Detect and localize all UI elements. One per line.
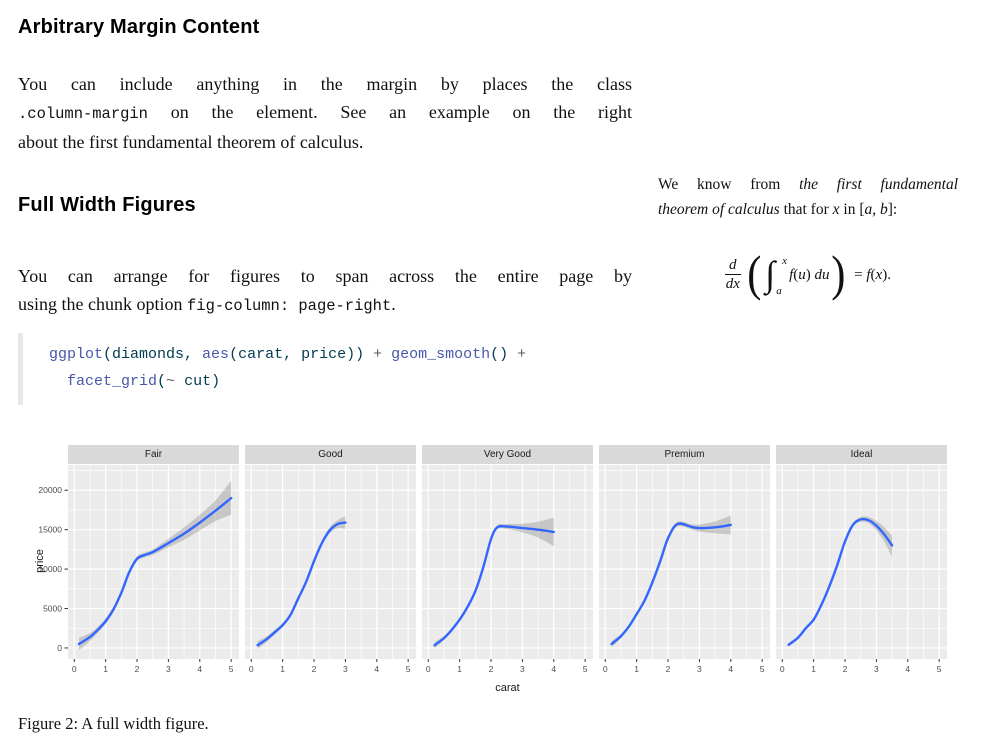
facet-strip-label: Very Good — [422, 445, 593, 464]
integral-lower-limit: a — [776, 284, 782, 297]
integral-sign-icon: ∫ — [765, 253, 776, 294]
svg-text:2: 2 — [666, 664, 671, 674]
facet-plot: 0 1 2 3 4 5 — [776, 465, 947, 674]
svg-text:2: 2 — [135, 664, 140, 674]
svg-text:1: 1 — [103, 664, 108, 674]
facet-panel-very-good: Very Good 0 1 2 3 4 5 — [422, 445, 593, 682]
svg-text:5: 5 — [937, 664, 942, 674]
facet-plot: 0 1 2 3 4 5 — [245, 465, 416, 674]
paragraph-margin-content: You can include anything in the margin b… — [18, 74, 632, 152]
svg-text:0: 0 — [57, 643, 62, 653]
code-line: ggplot(diamonds, aes(carat, price)) + ge… — [49, 346, 527, 363]
svg-text:20000: 20000 — [38, 485, 62, 495]
svg-text:1: 1 — [634, 664, 639, 674]
svg-text:2: 2 — [843, 664, 848, 674]
margin-note-calculus: We know from the first fundamental theore… — [658, 172, 958, 306]
svg-text:1: 1 — [811, 664, 816, 674]
figure-caption: Figure 2: A full width figure. — [18, 714, 209, 733]
svg-text:0: 0 — [72, 664, 77, 674]
facet-panel-good: Good 0 1 2 3 4 5 — [245, 445, 416, 682]
svg-text:0: 0 — [603, 664, 608, 674]
section-heading-full-width-figures: Full Width Figures — [18, 194, 196, 216]
svg-text:15000: 15000 — [38, 525, 62, 535]
confidence-ribbon — [79, 480, 232, 651]
svg-text:3: 3 — [874, 664, 879, 674]
integral-upper-limit: x — [782, 254, 788, 267]
svg-text:1: 1 — [457, 664, 462, 674]
x-axis-title: carat — [495, 682, 520, 694]
svg-text:0: 0 — [249, 664, 254, 674]
facet-strip-label: Premium — [599, 445, 770, 464]
svg-text:3: 3 — [343, 664, 348, 674]
paragraph-full-width-figures: You can arrange for figures to span acro… — [18, 266, 632, 315]
svg-text:4: 4 — [728, 664, 733, 674]
formula-rhs: = f(x). — [854, 266, 891, 283]
facet-panel-fair: Fair 0 1 2 3 4 5 — [68, 445, 239, 682]
facet-chart: 0 5000 10000 15000 20000 Fair 0 1 2 3 4 5 Good 0 1 2 3 4 5… — [25, 445, 955, 682]
svg-text:5000: 5000 — [43, 604, 62, 614]
svg-text:4: 4 — [374, 664, 379, 674]
smooth-line — [77, 496, 233, 646]
svg-text:2: 2 — [312, 664, 317, 674]
svg-text:10000: 10000 — [38, 564, 62, 574]
right-paren: ) — [831, 244, 846, 301]
svg-text:4: 4 — [551, 664, 556, 674]
section-heading-arbitrary-margin-content: Arbitrary Margin Content — [18, 16, 260, 38]
facet-strip-label: Fair — [68, 445, 239, 464]
facet-panel-ideal: Ideal 0 1 2 3 4 5 — [776, 445, 947, 682]
calculus-formula: d dx ( ∫ x a f(u) du ) = f(x). — [658, 244, 958, 306]
facet-figure: price 0 5000 10000 15000 20000 Fair 0 1 2 3 4 5 Good… — [25, 445, 955, 694]
y-axis: 0 5000 10000 15000 20000 — [38, 485, 68, 653]
svg-text:1: 1 — [280, 664, 285, 674]
svg-text:5: 5 — [406, 664, 411, 674]
code-lines: ggplot(diamonds, aes(carat, price)) + ge… — [49, 341, 678, 395]
facet-strip-label: Good — [245, 445, 416, 464]
derivative-fraction: d dx — [725, 256, 741, 292]
svg-text:3: 3 — [166, 664, 171, 674]
svg-text:5: 5 — [760, 664, 765, 674]
facet-plot: 0 1 2 3 4 5 — [68, 465, 239, 674]
svg-text:5: 5 — [583, 664, 588, 674]
svg-text:0: 0 — [426, 664, 431, 674]
svg-text:2: 2 — [489, 664, 494, 674]
smooth-line — [433, 524, 555, 647]
svg-text:0: 0 — [780, 664, 785, 674]
svg-text:5: 5 — [229, 664, 234, 674]
facet-panel-premium: Premium 0 1 2 3 4 5 — [599, 445, 770, 682]
integrand: f(u) du — [789, 266, 830, 283]
svg-text:3: 3 — [697, 664, 702, 674]
facet-plot: 0 1 2 3 4 5 — [422, 465, 593, 674]
svg-text:4: 4 — [197, 664, 202, 674]
smooth-line — [256, 521, 347, 647]
left-paren: ( — [746, 244, 761, 301]
facet-strip-label: Ideal — [776, 445, 947, 464]
smooth-line — [610, 522, 732, 646]
y-axis-title: price — [34, 549, 46, 573]
confidence-ribbon — [788, 516, 893, 647]
code-block-ggplot: ggplot(diamonds, aes(carat, price)) + ge… — [18, 333, 678, 405]
code-line: facet_grid(~ cut) — [67, 373, 221, 390]
facet-plot: 0 1 2 3 4 5 — [599, 465, 770, 674]
margin-note-text: We know from the first fundamental theore… — [658, 176, 958, 218]
svg-text:4: 4 — [905, 664, 910, 674]
integral: ∫ x a — [763, 253, 787, 297]
smooth-line — [787, 517, 894, 646]
svg-text:3: 3 — [520, 664, 525, 674]
